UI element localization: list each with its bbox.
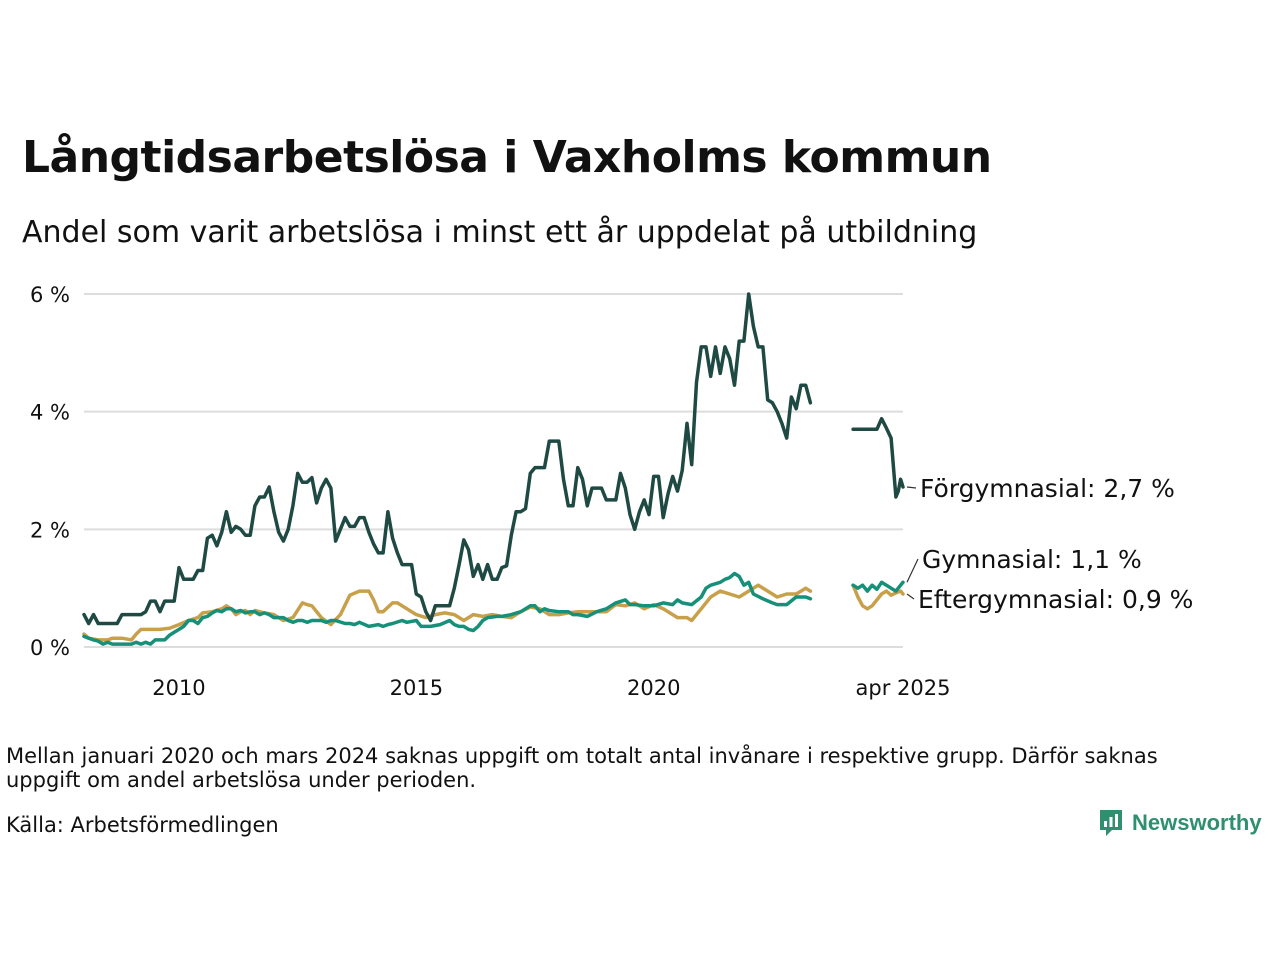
x-tick-label: 2020 (627, 676, 680, 700)
end-label-gymnasial: Gymnasial: 1,1 % (922, 545, 1142, 574)
chart-subtitle: Andel som varit arbetslösa i minst ett å… (22, 215, 978, 250)
y-tick-label: 2 % (30, 518, 70, 542)
x-tick-label: 2015 (390, 676, 443, 700)
newsworthy-logo: Newsworthy (1098, 808, 1262, 838)
series-lines (82, 292, 905, 646)
grid-lines (84, 293, 903, 648)
series-line-eftergymnasial-1 (82, 583, 813, 642)
chart-source: Källa: Arbetsförmedlingen (6, 813, 279, 837)
y-tick-label: 0 % (30, 636, 70, 660)
x-axis: 2010 2015 2020 apr 2025 (152, 676, 950, 700)
leader-line-gymnasial (906, 558, 919, 583)
x-tick-label: apr 2025 (856, 676, 951, 700)
y-tick-label: 6 % (30, 283, 70, 307)
series-line-förgymnasial-2 (851, 416, 905, 499)
chart-note: Mellan januari 2020 och mars 2024 saknas… (6, 744, 1158, 792)
end-label-eftergymnasial: Eftergymnasial: 0,9 % (918, 585, 1193, 614)
leader-line-förgymnasial (906, 486, 917, 489)
bar-chart-logo-icon (1100, 810, 1122, 836)
y-axis: 0 % 2 % 4 % 6 % (30, 283, 70, 660)
leader-line-eftergymnasial (906, 593, 915, 600)
y-tick-label: 4 % (30, 401, 70, 425)
chart-title: Långtidsarbetslösa i Vaxholms kommun (22, 132, 992, 183)
end-label-förgymnasial: Förgymnasial: 2,7 % (920, 474, 1175, 503)
series-line-förgymnasial-1 (82, 292, 813, 626)
series-line-gymnasial-2 (851, 580, 905, 593)
logo-text: Newsworthy (1132, 810, 1262, 835)
series-line-gymnasial-1 (82, 571, 813, 646)
series-end-labels: Förgymnasial: 2,7 % Gymnasial: 1,1 % Efter… (906, 474, 1193, 614)
x-tick-label: 2010 (152, 676, 205, 700)
